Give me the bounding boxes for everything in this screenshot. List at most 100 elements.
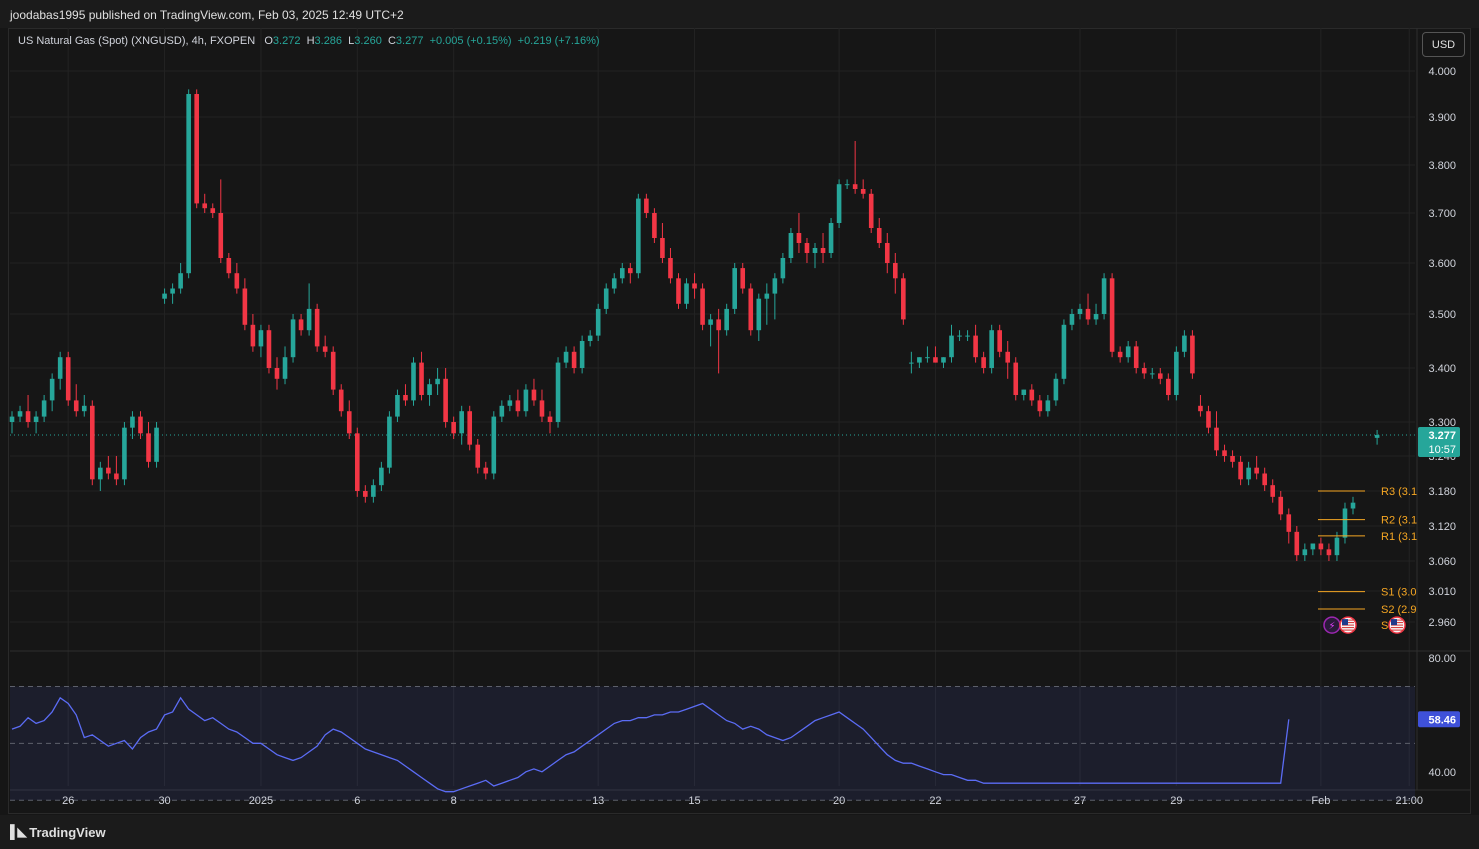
candle-body: [491, 416, 497, 474]
chart-frame: [8, 28, 1471, 814]
candle-body: [9, 416, 15, 422]
time-tick-label: 20: [833, 795, 845, 807]
tradingview-logo[interactable]: ▌◣ TradingView: [10, 824, 106, 840]
candle-body: [1021, 389, 1027, 395]
candle-body: [1182, 335, 1187, 352]
candle-body: [965, 335, 970, 337]
candle-body: [603, 288, 609, 309]
pivot-label-r1: R1 (3.1: [1381, 531, 1417, 543]
candle-body: [459, 411, 464, 434]
candle-body: [1286, 514, 1292, 532]
candle-body: [403, 395, 408, 401]
price-tick-label: 3.400: [1428, 363, 1456, 375]
price-tick-label: 3.300: [1428, 417, 1456, 429]
candle-body: [146, 433, 151, 462]
candle-body: [1061, 324, 1067, 379]
rsi-tick-label: 80.00: [1428, 653, 1456, 665]
rsi-tick-label: 40.00: [1428, 767, 1456, 779]
candle-body: [25, 411, 31, 422]
candle-body: [644, 198, 649, 213]
legend-change: +0.005 (+0.15%): [429, 35, 512, 47]
candle-body: [941, 357, 946, 363]
candle-body: [1077, 308, 1083, 314]
candle-body: [274, 368, 280, 379]
candle-body: [250, 324, 256, 347]
candle-body: [555, 362, 561, 422]
candle-body: [1174, 351, 1179, 395]
price-tick-label: 3.600: [1428, 258, 1456, 270]
candle-body: [515, 400, 521, 412]
candle-body: [1262, 473, 1267, 486]
candle-body: [483, 467, 489, 474]
candle-body: [443, 378, 448, 422]
candle-body: [876, 228, 882, 243]
candle-body: [780, 258, 786, 279]
rsi-value-tag: [1418, 711, 1460, 728]
candle-body: [1053, 378, 1059, 401]
footer-bar: ▌◣ TradingView: [0, 815, 1479, 849]
candle-body: [210, 208, 216, 213]
candle-body: [957, 335, 962, 337]
candle-body: [1206, 411, 1211, 428]
price-tick-label: 3.800: [1428, 160, 1456, 172]
candle-body: [1350, 502, 1356, 509]
candle-body: [579, 341, 585, 368]
candle-body: [804, 243, 810, 253]
candle-body: [371, 485, 376, 497]
bar-countdown: 10:57: [1428, 444, 1456, 456]
candle-body: [90, 405, 95, 480]
candle-body: [1278, 496, 1284, 515]
flag-canton-icon: [1342, 619, 1348, 626]
price-tick-label: 4.000: [1428, 66, 1456, 78]
candle-body: [1294, 531, 1300, 556]
time-tick-label: 13: [592, 795, 604, 807]
time-tick-label: 15: [688, 795, 700, 807]
candle-body: [282, 357, 288, 379]
candle-body: [828, 223, 834, 253]
candle-body: [989, 330, 994, 368]
candle-body: [507, 400, 513, 406]
legend-change-pct: +0.219 (+7.16%): [517, 35, 600, 47]
candle-body: [836, 184, 842, 223]
candle-body: [411, 362, 416, 401]
price-tick-label: 3.180: [1428, 486, 1456, 498]
candle-body: [65, 357, 71, 401]
candle-body: [1101, 278, 1107, 314]
candle-body: [740, 268, 746, 289]
candle-body: [226, 258, 232, 274]
candle-body: [395, 395, 400, 417]
candle-body: [917, 357, 922, 363]
candle-body: [676, 278, 681, 304]
candle-body: [1190, 335, 1195, 374]
candle-body: [1029, 389, 1035, 401]
candle-body: [732, 268, 737, 309]
candle-body: [17, 411, 23, 417]
candle-body: [1270, 485, 1276, 497]
time-tick-label: 21:00: [1395, 795, 1423, 807]
candle-body: [114, 473, 119, 480]
candle-body: [571, 351, 577, 368]
candle-body: [475, 444, 481, 468]
candle-body: [595, 308, 601, 336]
candle-body: [893, 263, 898, 279]
candle-body: [1342, 508, 1348, 538]
price-tick-label: 3.010: [1428, 586, 1456, 598]
candle-body: [523, 389, 529, 412]
legend-c-label: C: [387, 35, 396, 47]
time-tick-label: 8: [451, 795, 457, 807]
candle-body: [764, 293, 770, 299]
legend-h-label: H: [306, 35, 315, 47]
currency-button[interactable]: USD: [1422, 32, 1465, 57]
candle-body: [587, 335, 593, 341]
candle-body: [194, 94, 199, 204]
time-tick-label: Feb: [1311, 795, 1330, 807]
candle-body: [1149, 373, 1155, 375]
candle-body: [314, 308, 320, 347]
candle-body: [306, 308, 312, 331]
price-tick-label: 3.900: [1428, 112, 1456, 124]
candle-body: [1246, 467, 1251, 480]
candle-body: [1005, 351, 1011, 363]
candle-body: [33, 416, 39, 422]
candle-body: [242, 288, 248, 325]
